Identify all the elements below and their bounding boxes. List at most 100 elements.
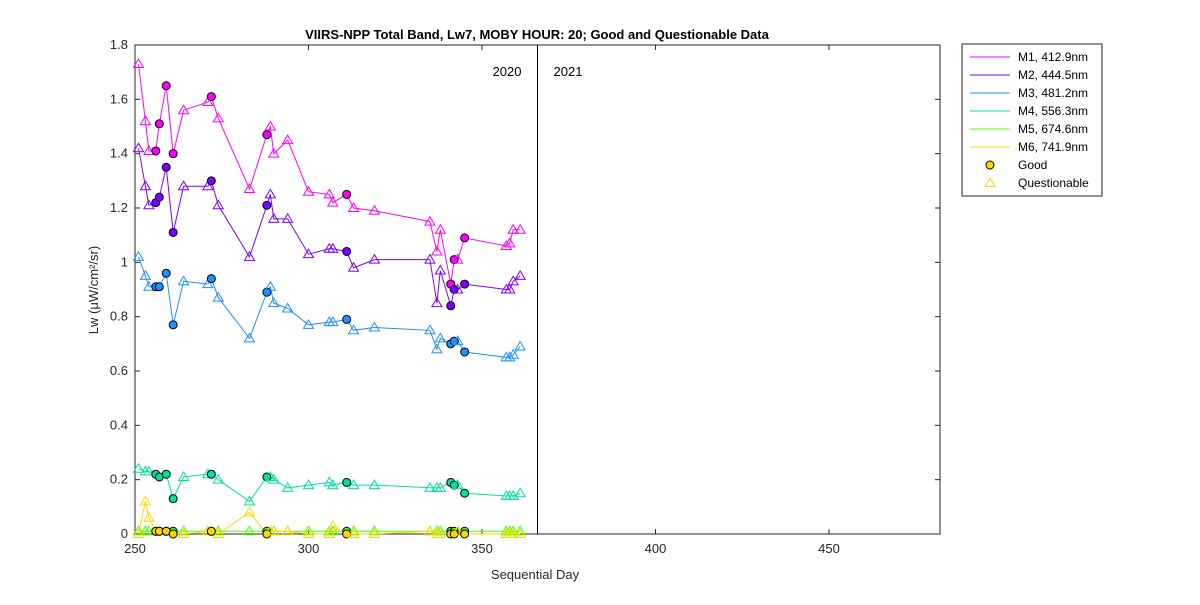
questionable-point xyxy=(302,525,315,536)
questionable-point xyxy=(424,324,436,335)
questionable-point xyxy=(368,528,381,538)
good-point xyxy=(342,314,352,324)
questionable-point xyxy=(132,462,145,473)
questionable-point xyxy=(368,479,381,490)
y-tick-label: 1.8 xyxy=(110,37,128,52)
x-tick-label: 400 xyxy=(645,541,667,556)
questionable-point xyxy=(281,302,294,313)
questionable-point xyxy=(514,528,527,538)
questionable-point xyxy=(326,479,339,490)
good-point xyxy=(168,320,178,330)
good-point xyxy=(460,233,470,243)
questionable-point xyxy=(434,332,447,343)
y-axis-label: Lw (μW/cm²/sr) xyxy=(86,246,101,334)
good-point xyxy=(262,130,272,140)
questionable-point xyxy=(326,519,339,530)
good-point xyxy=(460,279,470,289)
questionable-point xyxy=(243,182,256,193)
y-tick-label: 0.2 xyxy=(110,472,128,487)
questionable-point xyxy=(177,525,190,536)
questionable-point xyxy=(201,278,214,289)
questionable-point xyxy=(267,147,280,158)
questionable-point xyxy=(434,481,447,492)
good-point xyxy=(460,488,470,498)
questionable-point xyxy=(424,525,436,536)
questionable-point xyxy=(431,343,443,354)
y-tick-label: 0 xyxy=(121,526,128,541)
questionable-point xyxy=(143,144,155,155)
questionable-point xyxy=(323,528,336,538)
questionable-point xyxy=(347,528,360,538)
questionable-point xyxy=(267,473,280,484)
questionable-point xyxy=(139,180,152,191)
questionable-point xyxy=(347,324,360,335)
questionable-point xyxy=(302,528,315,538)
questionable-point xyxy=(514,525,527,536)
questionable-point xyxy=(264,120,277,131)
y-tick-label: 1 xyxy=(121,254,128,269)
questionable-point xyxy=(243,525,256,536)
good-point xyxy=(168,149,178,159)
good-point xyxy=(446,301,456,311)
legend-label: M5, 674.6nm xyxy=(1018,122,1088,136)
legend-label: Good xyxy=(1018,158,1047,172)
questionable-point xyxy=(451,479,464,490)
good-point xyxy=(342,246,352,256)
questionable-point xyxy=(243,332,256,343)
questionable-point xyxy=(139,115,152,126)
good-point xyxy=(206,176,216,186)
good-point xyxy=(206,92,216,102)
good-point xyxy=(206,526,216,536)
questionable-point xyxy=(431,297,443,308)
good-point xyxy=(206,469,216,479)
questionable-point xyxy=(347,202,360,212)
questionable-point xyxy=(281,134,294,145)
questionable-point xyxy=(514,223,527,234)
questionable-point xyxy=(431,245,443,256)
good-point xyxy=(154,282,164,292)
legend-label: M3, 481.2nm xyxy=(1018,86,1088,100)
questionable-point xyxy=(177,104,190,115)
legend-label: M4, 556.3nm xyxy=(1018,104,1088,118)
questionable-point xyxy=(326,316,339,327)
good-point xyxy=(342,477,352,487)
year-label-2020: 2020 xyxy=(493,64,522,79)
good-point xyxy=(168,494,178,504)
questionable-point xyxy=(302,479,315,490)
questionable-point xyxy=(177,528,190,538)
questionable-point xyxy=(514,487,527,498)
legend-questionable-marker xyxy=(984,177,996,187)
questionable-point xyxy=(212,525,225,536)
good-point xyxy=(460,529,470,539)
good-point xyxy=(342,189,352,199)
legend-label: M2, 444.5nm xyxy=(1018,68,1088,82)
questionable-point xyxy=(212,291,225,302)
questionable-point xyxy=(132,142,145,153)
good-point xyxy=(449,529,459,539)
good-point xyxy=(262,200,272,210)
questionable-point xyxy=(326,242,339,253)
questionable-point xyxy=(212,473,225,484)
questionable-point xyxy=(177,275,190,286)
questionable-point xyxy=(503,237,516,248)
questionable-point xyxy=(143,280,155,291)
y-tick-label: 0.4 xyxy=(110,417,128,432)
questionable-point xyxy=(302,318,315,329)
questionable-point xyxy=(201,96,214,107)
good-point xyxy=(161,469,171,479)
questionable-point xyxy=(143,465,155,476)
x-axis-label: Sequential Day xyxy=(491,567,580,582)
questionable-point xyxy=(368,253,381,264)
questionable-point xyxy=(347,261,360,272)
y-tick-label: 0.8 xyxy=(110,309,128,324)
good-point xyxy=(151,146,161,156)
questionable-point xyxy=(347,479,360,490)
x-tick-label: 450 xyxy=(818,541,840,556)
questionable-point xyxy=(507,528,520,538)
questionable-point xyxy=(503,283,516,294)
questionable-point xyxy=(143,199,155,210)
questionable-point xyxy=(177,180,190,191)
questionable-point xyxy=(139,495,152,506)
